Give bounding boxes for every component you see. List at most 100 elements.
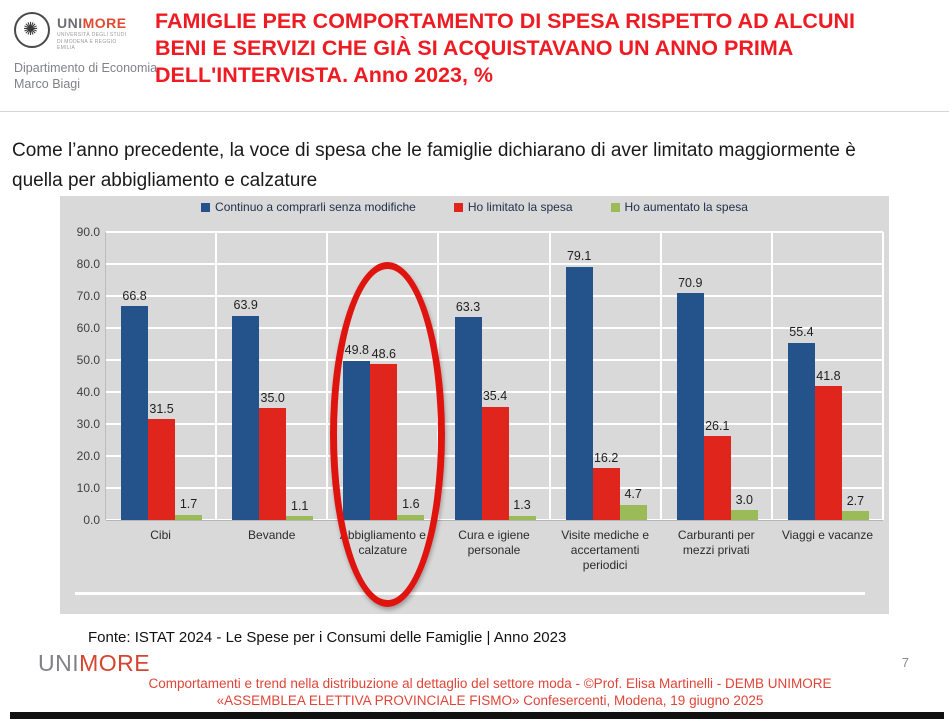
gridline bbox=[215, 232, 218, 520]
bar bbox=[148, 419, 176, 520]
footer-credits: Comportamenti e trend nella distribuzion… bbox=[120, 675, 860, 709]
slide-title: FAMIGLIE PER COMPORTAMENTO DI SPESA RISP… bbox=[155, 9, 855, 87]
bar bbox=[565, 266, 593, 520]
bar bbox=[508, 515, 536, 520]
unimore-seal-icon: ✺ bbox=[14, 12, 50, 48]
legend-marker-icon bbox=[610, 202, 620, 212]
y-tick-label: 30.0 bbox=[76, 417, 100, 431]
legend-item: Ho aumentato la spesa bbox=[610, 200, 748, 214]
value-label: 3.0 bbox=[735, 492, 753, 507]
gridline bbox=[106, 231, 883, 233]
seal-glyph: ✺ bbox=[23, 19, 39, 39]
value-label: 1.7 bbox=[179, 497, 198, 512]
gridline bbox=[106, 295, 883, 297]
bar bbox=[175, 514, 203, 520]
value-label: 63.3 bbox=[455, 299, 481, 314]
y-tick-label: 40.0 bbox=[76, 385, 100, 399]
bar bbox=[730, 510, 758, 520]
category-label: Viaggi e vacanze bbox=[781, 528, 873, 542]
gridline bbox=[659, 232, 662, 520]
header-divider bbox=[0, 111, 949, 112]
value-label: 26.1 bbox=[705, 418, 730, 433]
gridline bbox=[106, 263, 883, 265]
bar bbox=[676, 293, 704, 520]
value-label: 35.4 bbox=[482, 389, 508, 404]
y-tick-label: 0.0 bbox=[83, 513, 100, 527]
gridline bbox=[106, 359, 883, 361]
bar bbox=[619, 504, 647, 520]
unimore-logo-block: ✺ UNIMORE UNIVERSITÀ DEGLI STUDI DI MODE… bbox=[14, 12, 157, 92]
bar bbox=[121, 306, 149, 520]
bar-chart: Continuo a comprarli senza modifiche Ho l… bbox=[60, 196, 889, 614]
plot-area: 66.8 31.5 1.7 63.9 35.0 1.1 49.8 48.6 1.6 63.3 35.… bbox=[105, 231, 884, 521]
y-tick-label: 70.0 bbox=[76, 289, 100, 303]
highlight-ellipse-annotation bbox=[330, 262, 445, 607]
gridline bbox=[106, 391, 883, 393]
bar bbox=[814, 386, 842, 520]
category-label: Visite mediche e accertamenti periodici bbox=[561, 528, 650, 572]
value-label: 16.2 bbox=[593, 450, 619, 465]
department-name: Dipartimento di Economia Marco Biagi bbox=[14, 60, 158, 91]
gridline bbox=[326, 232, 329, 520]
x-axis-line bbox=[106, 520, 883, 521]
gridline bbox=[106, 327, 883, 329]
legend-marker-icon bbox=[453, 202, 463, 212]
value-label: 1.1 bbox=[291, 498, 309, 513]
brand-more: MORE bbox=[82, 15, 127, 31]
value-label: 2.7 bbox=[846, 493, 865, 508]
gridline bbox=[770, 232, 773, 520]
legend-item: Ho limitato la spesa bbox=[453, 200, 573, 214]
subtitle-text: Come l’anno precedente, la voce di spesa… bbox=[12, 140, 856, 191]
value-label: 4.7 bbox=[624, 487, 642, 502]
y-tick-label: 90.0 bbox=[76, 225, 100, 239]
value-label: 1.3 bbox=[513, 498, 531, 513]
y-tick-label: 80.0 bbox=[76, 257, 100, 271]
bar bbox=[703, 436, 731, 520]
footer-credits-line1: Comportamenti e trend nella distribuzion… bbox=[148, 676, 832, 691]
page-number: 7 bbox=[901, 655, 909, 670]
category-label: Cibi bbox=[150, 528, 171, 542]
category-label: Bevande bbox=[248, 528, 296, 542]
university-subtext: UNIVERSITÀ DEGLI STUDI DI MODENA E REGGI… bbox=[57, 32, 127, 51]
bar bbox=[259, 408, 287, 520]
legend-label: Continuo a comprarli senza modifiche bbox=[215, 200, 416, 214]
footer-unimore-wordmark: UNIMORE bbox=[38, 650, 150, 677]
y-tick-label: 10.0 bbox=[76, 481, 100, 495]
bottom-bar bbox=[10, 712, 944, 719]
footer-brand-uni: UNI bbox=[38, 650, 80, 676]
unimore-wordmark: UNIMORE UNIVERSITÀ DEGLI STUDI DI MODENA… bbox=[57, 12, 127, 52]
bar bbox=[841, 511, 869, 520]
brand-uni: UNI bbox=[57, 15, 83, 31]
gridline bbox=[882, 232, 884, 520]
gridline bbox=[548, 232, 551, 520]
legend-label: Ho limitato la spesa bbox=[467, 200, 573, 214]
bar bbox=[286, 516, 314, 520]
value-label: 66.8 bbox=[122, 288, 147, 303]
source-note: Fonte: ISTAT 2024 - Le Spese per i Consu… bbox=[88, 629, 567, 646]
value-label: 55.4 bbox=[789, 325, 814, 340]
y-axis: 0.0 10.0 20.0 30.0 40.0 50.0 60.0 70.0 80.0 90.0 bbox=[60, 226, 102, 526]
footer-brand-more: MORE bbox=[79, 650, 151, 676]
value-label: 35.0 bbox=[260, 390, 285, 405]
y-tick-label: 50.0 bbox=[76, 353, 100, 367]
footer-credits-line2: «ASSEMBLEA ELETTIVA PROVINCIALE FISMO» C… bbox=[216, 693, 764, 708]
bar bbox=[481, 406, 509, 520]
category-label: Cura e igiene personale bbox=[458, 528, 530, 557]
panel-bottom-strip bbox=[75, 592, 865, 595]
legend-item: Continuo a comprarli senza modifiche bbox=[201, 200, 416, 214]
y-tick-label: 60.0 bbox=[76, 321, 100, 335]
value-label: 31.5 bbox=[149, 401, 174, 416]
value-label: 79.1 bbox=[566, 249, 592, 264]
value-label: 63.9 bbox=[233, 298, 258, 313]
bar bbox=[232, 315, 260, 520]
y-tick-label: 20.0 bbox=[76, 449, 100, 463]
bar bbox=[787, 342, 815, 520]
legend-marker-icon bbox=[201, 202, 211, 212]
legend-label: Ho aumentato la spesa bbox=[624, 200, 748, 214]
x-axis-labels: Cibi Bevande Abbigliamento e calzature Cura… bbox=[105, 528, 883, 573]
value-label: 41.8 bbox=[816, 368, 841, 383]
value-label: 70.9 bbox=[678, 275, 703, 290]
bar bbox=[592, 468, 620, 520]
chart-legend: Continuo a comprarli senza modifiche Ho l… bbox=[60, 200, 889, 214]
